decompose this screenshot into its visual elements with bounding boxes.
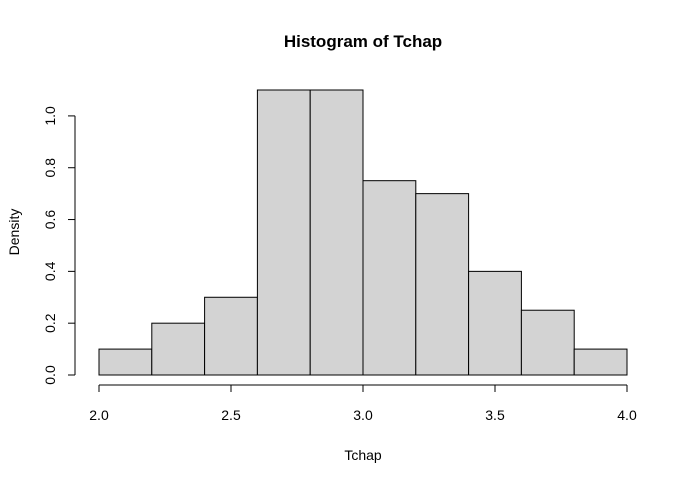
y-axis: 0.0 0.2 0.4 0.6 0.8 1.0 bbox=[42, 106, 76, 385]
y-tick-label: 0.8 bbox=[42, 158, 58, 178]
y-tick-label: 1.0 bbox=[42, 106, 58, 126]
histogram-bar bbox=[362, 180, 417, 376]
y-tick-label: 0.6 bbox=[42, 210, 58, 230]
histogram-bar bbox=[256, 89, 311, 376]
x-axis: 2.0 2.5 3.0 3.5 4.0 bbox=[89, 384, 637, 423]
x-tick-label: 4.0 bbox=[617, 407, 637, 423]
histogram-bar bbox=[415, 193, 470, 376]
histogram-bar bbox=[151, 322, 206, 376]
x-tick-label: 3.5 bbox=[485, 407, 505, 423]
x-axis-label: Tchap bbox=[344, 447, 382, 463]
y-tick-label: 0.2 bbox=[42, 313, 58, 333]
chart-title: Histogram of Tchap bbox=[284, 32, 442, 51]
y-axis-label: Density bbox=[6, 209, 22, 256]
histogram-bar bbox=[309, 89, 364, 376]
histogram-bar bbox=[98, 348, 153, 376]
y-tick-label: 0.4 bbox=[42, 261, 58, 281]
x-tick-label: 2.5 bbox=[221, 407, 241, 423]
bars-group bbox=[98, 89, 628, 376]
histogram-bar bbox=[520, 309, 575, 376]
histogram-bar bbox=[204, 296, 258, 376]
histogram-bar bbox=[468, 270, 522, 376]
histogram-bar bbox=[573, 348, 628, 376]
x-tick-label: 2.0 bbox=[89, 407, 109, 423]
x-tick-label: 3.0 bbox=[353, 407, 373, 423]
y-tick-label: 0.0 bbox=[42, 365, 58, 385]
